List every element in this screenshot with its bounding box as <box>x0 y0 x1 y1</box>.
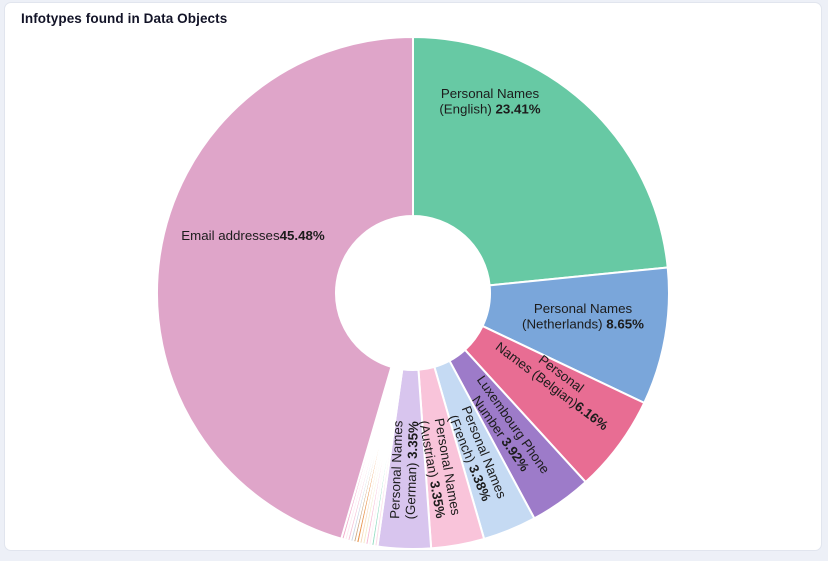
svg-text:Email addresses45.48%: Email addresses45.48% <box>181 228 325 243</box>
pie-label-personal-names-netherlands: Personal Names (Netherlands) 8.65% <box>522 301 644 332</box>
pie-label-personal-names-german: Personal Names(German) 3.35% <box>387 420 421 520</box>
pie-slice-personal-names-netherlands[interactable] <box>481 266 670 404</box>
svg-text:Personal Names(Netherlands) 8.: Personal Names (Netherlands) 8.65% <box>522 301 644 332</box>
pie-label-email-addresses: Email addresses45.48% <box>181 228 325 243</box>
svg-text:Personal Names(German) 3.35%: Personal Names(German) 3.35% <box>387 420 421 520</box>
pie-slice-personal-names-english[interactable] <box>412 36 669 287</box>
pie-label-personal-names-english: Personal Names (English) 23.41% <box>439 86 540 117</box>
chart-title: Infotypes found in Data Objects <box>21 11 228 26</box>
svg-text:Personal Names(Austrian) 3.35%: Personal Names(Austrian) 3.35% <box>416 417 463 520</box>
svg-text:Personal Names(English) 23.41%: Personal Names (English) 23.41% <box>439 86 540 117</box>
pie-label-personal-names-austrian: Personal Names(Austrian) 3.35% <box>416 417 463 520</box>
pie-slice-email-addresses[interactable] <box>156 36 414 540</box>
